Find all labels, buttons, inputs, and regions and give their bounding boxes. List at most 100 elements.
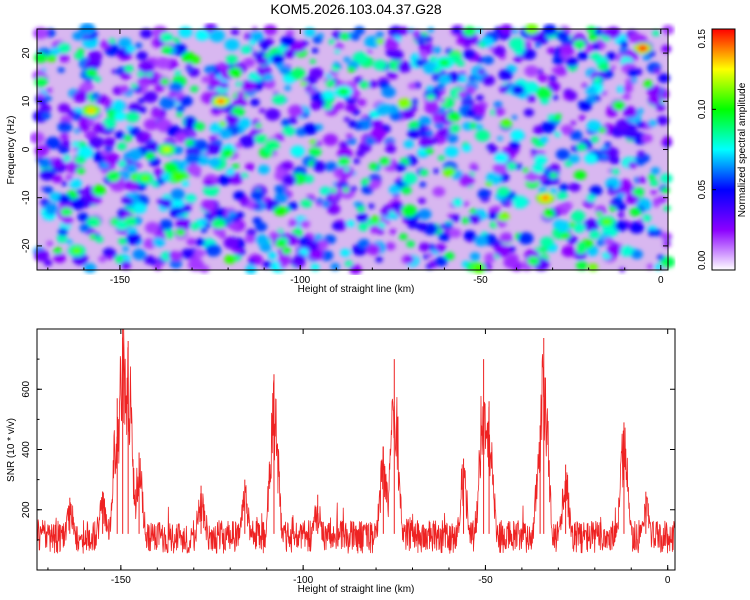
heatmap-texture-blob — [212, 218, 226, 229]
heatmap-texture-blob — [552, 95, 559, 100]
heatmap-texture-blob — [220, 82, 229, 89]
heatmap-texture-blob — [282, 126, 296, 137]
heatmap-y-tick-label: -10 — [21, 190, 32, 205]
heatmap-texture-blob — [605, 26, 621, 39]
heatmap-texture-blob — [185, 193, 197, 203]
heatmap-texture-blob — [61, 181, 68, 187]
heatmap-texture-blob — [44, 95, 52, 102]
heatmap-texture-blob — [288, 104, 304, 118]
heatmap-texture-blob — [225, 114, 240, 126]
heatmap-texture-blob — [143, 91, 158, 103]
heatmap-texture-blob — [57, 103, 71, 113]
heatmap-texture-blob — [622, 106, 638, 118]
heatmap-texture-blob — [636, 108, 644, 114]
heatmap-texture-blob — [250, 30, 264, 42]
heatmap-texture-blob — [359, 80, 370, 89]
heatmap-texture-blob — [646, 263, 654, 270]
heatmap-texture-blob — [540, 97, 550, 105]
heatmap-texture-blob — [346, 137, 357, 145]
heatmap-texture-blob — [497, 136, 503, 141]
heatmap-texture-blob — [436, 83, 446, 91]
heatmap-texture-blob — [481, 75, 496, 86]
heatmap-texture-blob — [418, 129, 428, 137]
heatmap-texture-blob — [369, 225, 381, 234]
heatmap-texture-blob — [212, 107, 219, 113]
heatmap-texture-blob — [629, 207, 642, 217]
heatmap-texture-blob — [627, 68, 639, 78]
heatmap-texture-blob — [328, 39, 336, 45]
heatmap-texture-blob — [119, 85, 130, 94]
heatmap-texture-blob — [143, 118, 159, 131]
heatmap-texture-blob — [539, 136, 549, 144]
heatmap-texture-blob — [87, 131, 95, 137]
heatmap-texture-blob — [534, 42, 541, 48]
heatmap-texture-blob — [622, 84, 634, 93]
heatmap-texture-blob — [309, 59, 316, 64]
heatmap-texture-blob — [548, 175, 560, 185]
heatmap-texture-blob — [655, 103, 666, 112]
heatmap-texture-blob — [511, 115, 518, 120]
heatmap-texture-blob — [425, 130, 434, 137]
heatmap-texture-blob — [653, 68, 661, 74]
heatmap-texture-blob — [524, 81, 539, 94]
heatmap-texture-blob — [150, 159, 157, 165]
snr-y-axis-label: SNR (10 * v/v) — [6, 418, 17, 482]
heatmap-texture-blob — [43, 186, 54, 194]
heatmap-texture-blob — [469, 162, 478, 170]
heatmap-texture-blob — [610, 65, 617, 70]
heatmap-texture-blob — [213, 227, 226, 237]
heatmap-texture-blob — [86, 216, 101, 228]
heatmap-texture-blob — [175, 228, 186, 237]
colorbar: 0.00 0.05 0.10 0.15 Normalized spectral amp… — [697, 28, 748, 271]
heatmap-texture-blob — [174, 70, 181, 76]
heatmap-texture-blob — [593, 76, 602, 84]
heatmap-texture-blob — [540, 176, 546, 182]
heatmap-texture-blob — [588, 33, 599, 42]
heatmap-texture-blob — [303, 174, 314, 184]
heatmap-texture-blob — [583, 218, 600, 232]
heatmap-texture-blob — [647, 174, 656, 181]
heatmap-texture-blob — [408, 82, 417, 90]
heatmap-texture-blob — [426, 85, 434, 91]
heatmap-texture-blob — [561, 231, 571, 240]
heatmap-texture-blob — [331, 221, 343, 231]
heatmap-texture-blob — [418, 137, 434, 150]
heatmap-texture-blob — [406, 240, 415, 248]
heatmap-texture-blob — [92, 184, 106, 196]
heatmap-texture-blob — [518, 232, 534, 245]
heatmap-texture-blob — [66, 239, 73, 245]
heatmap-texture-blob — [281, 118, 291, 127]
heatmap-texture-blob — [271, 53, 285, 65]
heatmap-texture-blob — [257, 57, 268, 66]
heatmap-texture-blob — [231, 163, 240, 169]
heatmap-texture-blob — [323, 103, 333, 111]
heatmap-texture-blob — [37, 92, 45, 99]
heatmap-texture-blob — [89, 233, 97, 240]
heatmap-texture-blob — [643, 81, 653, 89]
heatmap-texture-blob — [193, 122, 206, 131]
heatmap-texture-blob — [302, 112, 309, 118]
heatmap-texture-blob — [650, 189, 657, 195]
heatmap-texture-blob — [223, 216, 234, 225]
heatmap-texture-blob — [549, 163, 561, 173]
heatmap-texture-blob — [589, 230, 600, 240]
heatmap-texture-blob — [663, 141, 671, 148]
heatmap-texture-blob — [155, 57, 171, 70]
heatmap-texture-blob — [57, 42, 71, 54]
heatmap-texture-blob — [274, 184, 287, 194]
heatmap-texture-blob — [606, 244, 621, 257]
heatmap-texture-blob — [261, 43, 270, 51]
heatmap-texture-blob — [72, 141, 80, 148]
heatmap-texture-blob — [546, 47, 556, 54]
heatmap-texture-blob — [413, 222, 420, 228]
heatmap-texture-blob — [554, 65, 568, 77]
heatmap-texture-blob — [85, 68, 97, 78]
heatmap-texture-blob — [523, 108, 535, 117]
heatmap-texture-blob — [334, 49, 341, 54]
heatmap-texture-blob — [417, 208, 432, 220]
heatmap-texture-blob — [468, 213, 481, 224]
heatmap-texture-blob — [60, 207, 72, 217]
heatmap-texture-blob — [209, 29, 226, 43]
heatmap-texture-blob — [637, 150, 645, 157]
heatmap-texture-blob — [465, 108, 476, 118]
